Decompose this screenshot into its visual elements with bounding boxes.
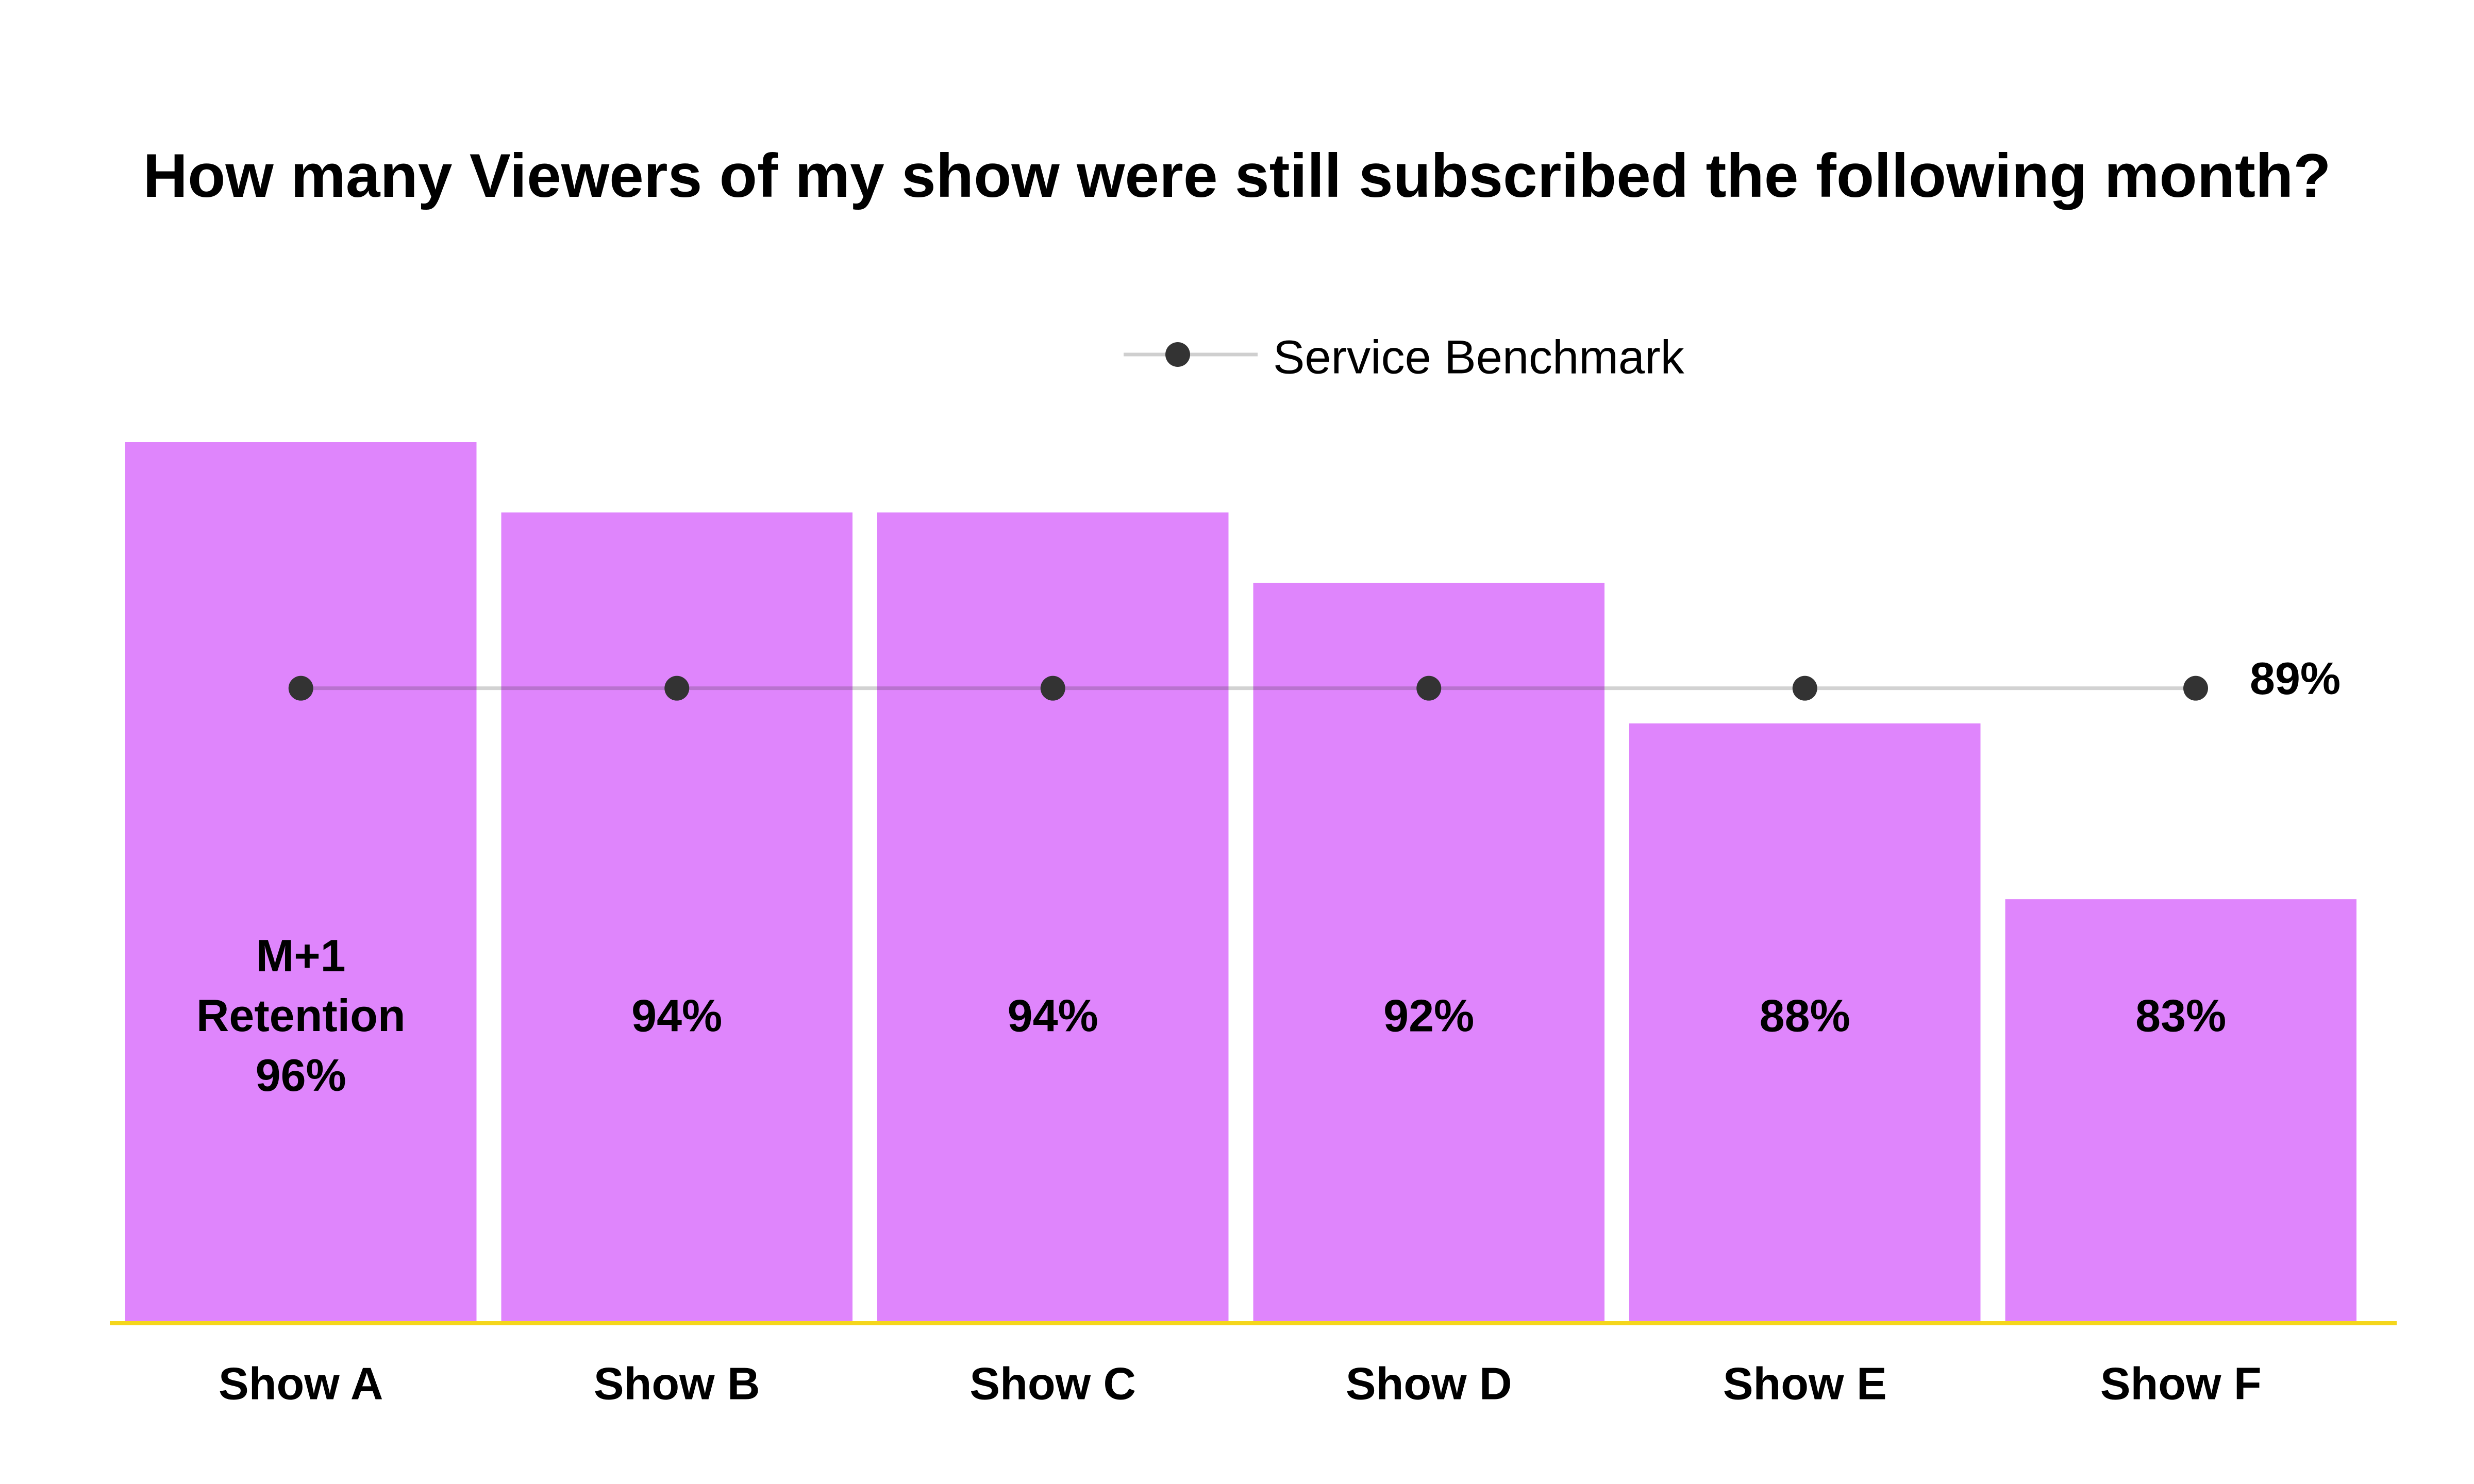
bar-value-label: 88%	[1760, 990, 1850, 1041]
bar-show-f	[2005, 899, 2356, 1321]
bar-value-label: 83%	[2135, 990, 2226, 1041]
benchmark-markers	[288, 676, 2208, 701]
bar-show-a	[125, 442, 477, 1321]
benchmark-point	[288, 676, 313, 701]
legend-label: Service Benchmark	[1273, 331, 1685, 383]
legend-marker-swatch	[1165, 342, 1190, 367]
benchmark-point	[2183, 676, 2208, 701]
bar-value-label: 94%	[631, 990, 722, 1041]
x-tick-label: Show A	[219, 1358, 383, 1409]
bar-show-e	[1629, 723, 1981, 1321]
benchmark-point	[1792, 676, 1817, 701]
x-tick-label: Show B	[594, 1358, 760, 1409]
x-tick-label: Show F	[2100, 1358, 2262, 1409]
bar-show-c	[877, 512, 1229, 1321]
legend: Service Benchmark	[1124, 331, 1685, 383]
benchmark-point	[1416, 676, 1442, 701]
benchmark-end-label: 89%	[2250, 653, 2341, 704]
bar-show-b	[501, 512, 852, 1321]
x-tick-label: Show E	[1723, 1358, 1887, 1409]
benchmark-point	[664, 676, 690, 701]
x-tick-label: Show D	[1346, 1358, 1512, 1409]
bar-value-label: 94%	[1008, 990, 1098, 1041]
bar-value-labels: M+1 Retention 96% 94% 94% 92% 88% 83%	[196, 930, 2226, 1101]
bar-value-label: 92%	[1383, 990, 1474, 1041]
x-axis-tick-labels: Show A Show B Show C Show D Show E Show F	[219, 1358, 2262, 1409]
x-tick-label: Show C	[969, 1358, 1136, 1409]
benchmark-point	[1040, 676, 1065, 701]
chart-title: How many Viewers of my show were still s…	[143, 141, 2331, 210]
bars-group	[125, 442, 2356, 1321]
bar-show-d	[1253, 582, 1604, 1321]
bar-value-label: M+1 Retention 96%	[196, 930, 406, 1101]
